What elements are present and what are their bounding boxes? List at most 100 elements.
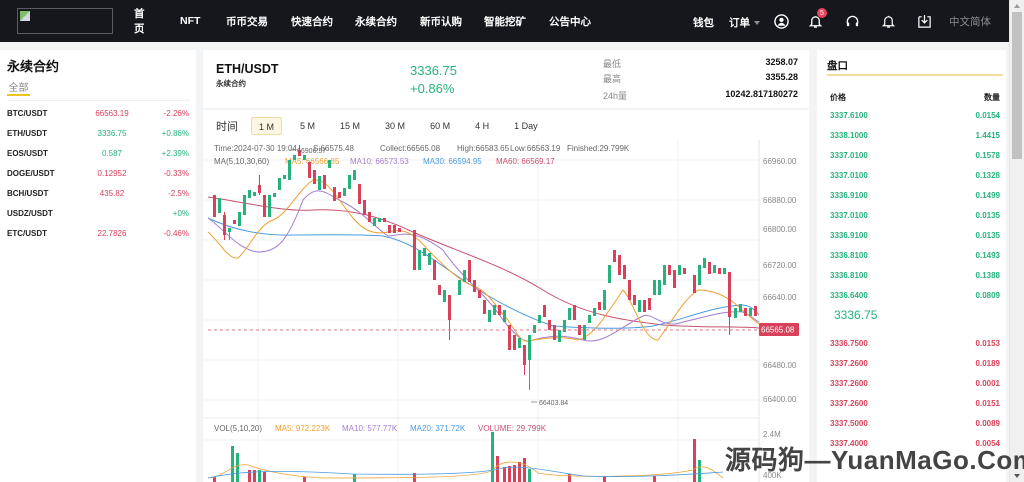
logo-image[interactable]: [17, 8, 113, 34]
wallet-link[interactable]: 钱包: [693, 17, 714, 29]
timeframe-15m[interactable]: 15 M: [340, 121, 361, 131]
svg-text:66720.00: 66720.00: [763, 261, 797, 270]
change: +0.86%: [161, 128, 189, 138]
bid-row[interactable]: 3337.0100 0.1328: [830, 171, 1000, 180]
change: -0.33%: [163, 168, 189, 178]
pair-title: ETH/USDT: [216, 62, 279, 76]
timeframe-5m[interactable]: 5 M: [300, 121, 316, 131]
ma5-value: MA5: 66566.85: [285, 157, 340, 166]
nav-new-coin-subscription[interactable]: 新币认购: [420, 15, 462, 28]
language-selector[interactable]: 中文简体: [949, 16, 991, 28]
svg-text:66906.57: 66906.57: [297, 148, 326, 155]
market-row-usdz[interactable]: USDZ/USDT +0%: [7, 203, 189, 223]
bid-row[interactable]: 3336.8100 0.1493: [830, 251, 1000, 260]
info-time: Time:2024-07-30 19:04: [214, 144, 297, 153]
market-row-bch[interactable]: BCH/USDT 435.82 -2.5%: [7, 183, 189, 203]
stat-24h-volume: 24h量 10242.817180272: [603, 89, 798, 102]
user-circle-icon[interactable]: [773, 13, 789, 29]
notification-badge: 5: [817, 8, 827, 18]
svg-text:66480.00: 66480.00: [763, 361, 797, 370]
ask-row[interactable]: 3337.2600 0.0001: [830, 379, 1000, 388]
stat-label: 最高: [603, 74, 622, 84]
watermark-text: 源码狗—YuanMaGo.Com: [725, 445, 1024, 475]
ask-row[interactable]: 3337.4000 0.0054: [830, 439, 1000, 448]
orders-label: 订单: [729, 17, 750, 29]
stat-value: 10242.817180272: [725, 89, 798, 99]
symbol: BCH/USDT: [7, 188, 49, 198]
ma60-line: [207, 196, 760, 329]
price: 0.587: [101, 148, 123, 158]
market-row-btc[interactable]: BTC/USDT 66563.19 -2.26%: [7, 103, 189, 123]
change: +2.39%: [161, 148, 189, 158]
tab-divider: [7, 100, 190, 101]
ask-row[interactable]: 3337.2600 0.0189: [830, 359, 1000, 368]
nav-perpetual-contract[interactable]: 永续合约: [355, 15, 397, 28]
timeframe-1m[interactable]: 1 M: [251, 117, 283, 135]
svg-text:66800.00: 66800.00: [763, 225, 797, 234]
bell-notification-icon[interactable]: 5: [807, 8, 827, 29]
last-price: 3336.75: [410, 63, 457, 78]
orders-dropdown[interactable]: 订单: [729, 15, 760, 30]
stat-value: 3355.28: [765, 72, 798, 82]
symbol: ETC/USDT: [7, 228, 47, 238]
candlestick-chart[interactable]: Time:2024-07-30 19:04 S:66575.48 Collect…: [203, 140, 809, 482]
price: 66563.19: [95, 108, 129, 118]
nav-spot-trading[interactable]: 币币交易: [226, 15, 268, 28]
market-row-etc[interactable]: ETC/USDT 22.7826 -0.46%: [7, 223, 189, 243]
svg-text:MA5: 66566.85: MA5: 66566.85: [285, 157, 340, 166]
timeframe-30m[interactable]: 30 M: [385, 121, 406, 131]
ask-row[interactable]: 3337.2600 0.0151: [830, 399, 1000, 408]
market-row-doge[interactable]: DOGE/USDT 0.12952 -0.33%: [7, 163, 189, 183]
vol-volume: VOLUME: 29.799K: [478, 424, 547, 433]
orderbook-underline: [827, 74, 1003, 76]
page-scrollbar[interactable]: [1009, 0, 1024, 482]
ma30-value: MA30: 66594.95: [423, 157, 482, 166]
bid-row[interactable]: 3336.9100 0.0135: [830, 231, 1000, 240]
nav-quick-contract[interactable]: 快速合约: [291, 15, 333, 28]
tab-all[interactable]: 全部: [7, 79, 30, 96]
price: 3336.75: [97, 128, 127, 138]
scrollbar-thumb[interactable]: [1012, 12, 1022, 159]
nav-announcements[interactable]: 公告中心: [549, 15, 591, 28]
chevron-down-icon: [754, 20, 760, 25]
info-low: Low:66563.19: [510, 144, 561, 153]
bid-row[interactable]: 3337.6100 0.0154: [830, 111, 1000, 120]
info-close: Collect:66565.08: [380, 144, 441, 153]
timeframe-1day[interactable]: 1 Day: [514, 121, 538, 131]
nav-smart-mining[interactable]: 智能挖矿: [484, 15, 526, 28]
bid-row[interactable]: 3336.8100 0.1388: [830, 271, 1000, 280]
svg-text:400K: 400K: [763, 471, 782, 480]
timeframe-60m[interactable]: 60 M: [430, 121, 451, 131]
nav-nft[interactable]: NFT: [180, 15, 201, 27]
quantity-header: 数量: [984, 93, 1000, 102]
low-marker: 66403.84: [531, 400, 568, 407]
bid-row[interactable]: 3336.6400 0.0809: [830, 291, 1000, 300]
timeframe-bar: 时间 1 M 5 M 15 M 30 M 60 M 4 H 1 Day: [216, 116, 556, 136]
scroll-down-arrow-icon[interactable]: [1014, 474, 1020, 478]
bid-row[interactable]: 3337.0100 0.1578: [830, 151, 1000, 160]
symbol: BTC/USDT: [7, 108, 48, 118]
info-high: High:66583.65: [457, 144, 510, 153]
download-icon[interactable]: [916, 13, 932, 29]
market-row-eos[interactable]: EOS/USDT 0.587 +2.39%: [7, 143, 189, 163]
symbol: ETH/USDT: [7, 128, 47, 138]
headset-icon[interactable]: [844, 13, 860, 29]
scroll-up-arrow-icon[interactable]: [1014, 4, 1020, 8]
market-list-panel: 永续合约 全部 BTC/USDT 66563.19 -2.26% ETH/USDT 3…: [0, 50, 196, 482]
price-change: +0.86%: [410, 81, 455, 96]
bid-row[interactable]: 3337.0100 0.0135: [830, 211, 1000, 220]
bid-row[interactable]: 3336.9100 0.1499: [830, 191, 1000, 200]
svg-text:66403.84: 66403.84: [539, 400, 568, 407]
nav-home[interactable]: 首页: [134, 8, 145, 35]
ask-row[interactable]: 3336.7500 0.0153: [830, 339, 1000, 348]
svg-text:MA10: 66573.53: MA10: 66573.53: [350, 157, 409, 166]
market-row-eth[interactable]: ETH/USDT 3336.75 +0.86%: [7, 123, 189, 143]
orderbook-mid-price: 3336.75: [834, 308, 878, 322]
pair-subtitle: 永续合约: [216, 79, 246, 88]
bell-icon[interactable]: [880, 13, 896, 29]
timeframe-4h[interactable]: 4 H: [475, 121, 490, 131]
bid-row[interactable]: 3338.1000 1.4415: [830, 131, 1000, 140]
ask-row[interactable]: 3337.5000 0.0089: [830, 419, 1000, 428]
stat-value: 3258.07: [765, 57, 798, 67]
svg-text:High:66583.65: High:66583.65: [457, 144, 510, 153]
